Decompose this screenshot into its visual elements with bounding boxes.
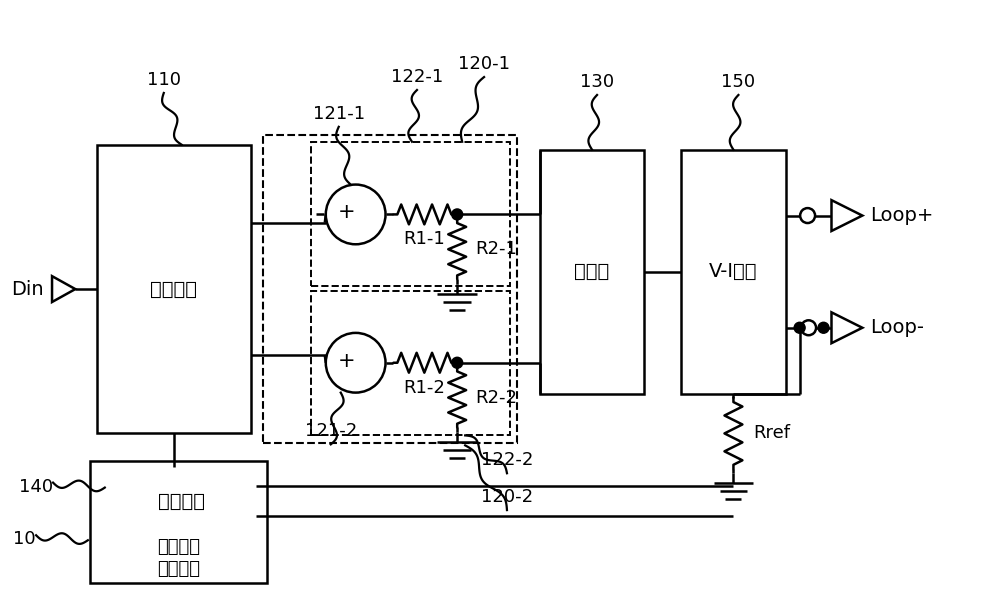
Circle shape <box>801 321 816 335</box>
Circle shape <box>794 322 805 333</box>
Text: R1-2: R1-2 <box>403 379 445 397</box>
Text: Loop-: Loop- <box>870 318 924 337</box>
Bar <box>311 142 510 286</box>
Text: Loop+: Loop+ <box>870 206 934 225</box>
Text: +: + <box>338 203 356 222</box>
Text: Din: Din <box>11 279 44 298</box>
Circle shape <box>818 322 829 333</box>
Circle shape <box>452 209 463 220</box>
Text: Rref: Rref <box>753 424 790 443</box>
Text: 122-1: 122-1 <box>391 68 443 86</box>
Circle shape <box>452 357 463 368</box>
Circle shape <box>326 185 386 244</box>
Text: R2-1: R2-1 <box>475 240 517 258</box>
Text: 高精度模: 高精度模 <box>157 538 200 556</box>
Text: R2-2: R2-2 <box>475 389 517 406</box>
Text: 120-2: 120-2 <box>481 488 533 506</box>
Text: R1-1: R1-1 <box>403 230 445 248</box>
Bar <box>107 467 256 535</box>
Text: 110: 110 <box>147 71 181 89</box>
Bar <box>540 150 644 394</box>
Text: V-I电路: V-I电路 <box>709 262 758 281</box>
Bar <box>263 135 517 443</box>
Text: 121-2: 121-2 <box>305 422 357 440</box>
Text: 反馈模块: 反馈模块 <box>158 492 205 511</box>
Text: 控制模块: 控制模块 <box>150 279 197 298</box>
Text: 130: 130 <box>580 73 614 91</box>
Text: 加法器: 加法器 <box>574 262 610 281</box>
Bar <box>90 461 267 583</box>
Text: +: + <box>338 351 356 371</box>
Text: 120-1: 120-1 <box>458 55 510 73</box>
Circle shape <box>326 333 386 392</box>
Text: 140: 140 <box>19 478 53 495</box>
Bar <box>97 145 251 433</box>
Bar <box>311 291 510 435</box>
Text: 122-2: 122-2 <box>481 451 533 469</box>
Bar <box>681 150 786 394</box>
Text: 10: 10 <box>13 530 36 548</box>
Circle shape <box>800 208 815 223</box>
Text: 121-1: 121-1 <box>313 105 365 123</box>
Text: 150: 150 <box>721 73 755 91</box>
Text: 数转换器: 数转换器 <box>157 560 200 578</box>
